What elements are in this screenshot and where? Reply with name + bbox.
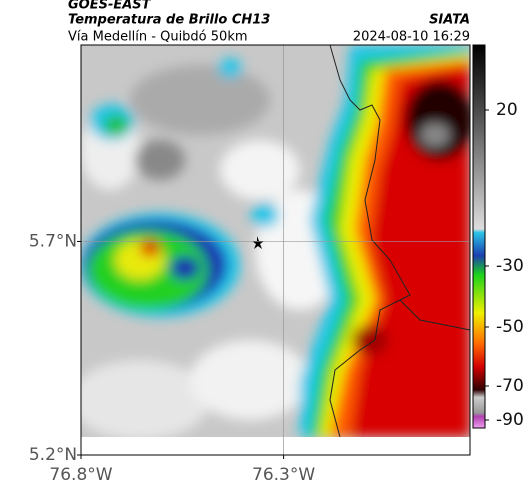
colorbar-tick-label: -90	[496, 410, 524, 430]
datetime: 2024-08-10 16:29	[353, 30, 470, 45]
map-frame	[80, 44, 471, 456]
colorbar-tick-label: -50	[496, 317, 524, 337]
colorbar	[472, 44, 486, 429]
satellite-image	[81, 45, 470, 437]
x-tick-label: 76.3°W	[252, 465, 315, 485]
colorbar-tick-label: -70	[496, 376, 524, 396]
y-tick-label: 5.7°N	[29, 231, 77, 251]
route: Vía Medellín - Quibdó 50km	[68, 30, 248, 45]
satellite: GOES-EAST	[68, 0, 152, 13]
y-tick-label: 5.2°N	[29, 445, 77, 465]
title: Temperatura de Brillo CH13	[68, 13, 270, 28]
colorbar-tick-label: -30	[496, 256, 524, 276]
colorbar-axis: 20 -30 -50 -70 -90	[485, 100, 524, 430]
colorbar-tick-label: 20	[496, 100, 518, 120]
x-tick-label: 76.8°W	[49, 465, 112, 485]
source: SIATA	[429, 13, 470, 28]
